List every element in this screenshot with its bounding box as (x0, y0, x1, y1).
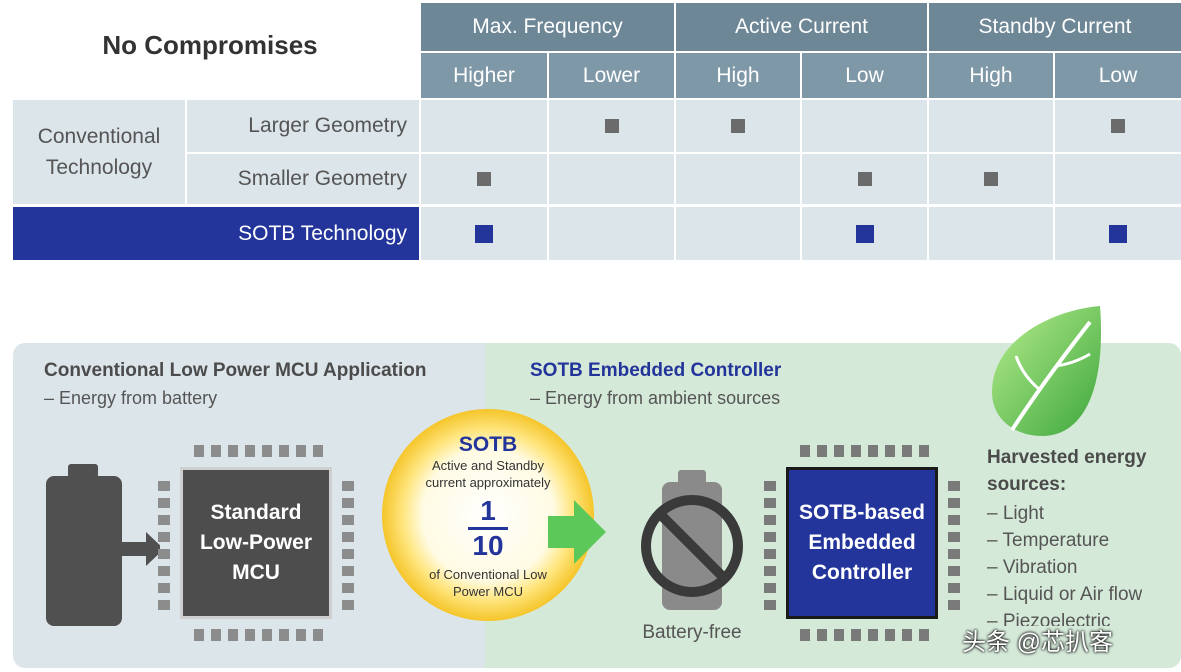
row-group-label-cell: Conventional Technology (13, 100, 185, 204)
table-cell (802, 207, 927, 260)
sources-title-line2: sources: (987, 474, 1067, 495)
sotb-chip-line2: Embedded (808, 531, 916, 554)
row-group-label: Conventional Technology (37, 125, 161, 179)
row-label-smaller-geometry: Smaller Geometry (187, 154, 419, 204)
table-cell (421, 100, 547, 152)
battery-icon (46, 464, 160, 626)
source-item: – Light (987, 503, 1045, 524)
source-item: – Piezoelectric (987, 611, 1111, 626)
subheader-standby-high: High (929, 53, 1053, 98)
mark-square (855, 224, 874, 243)
badge-numerator: 1 (480, 495, 496, 526)
mark-square (477, 172, 491, 186)
battery-free-caption: Battery-free (642, 622, 742, 643)
right-panel-title: SOTB Embedded Controller (530, 360, 782, 381)
mark-square (604, 119, 619, 133)
table-cell (1055, 100, 1181, 152)
mark-square (1109, 224, 1127, 243)
standard-mcu-chip: Standard Low-Power MCU (180, 467, 332, 619)
mark-square (984, 172, 998, 186)
sotb-chip-line3: Controller (811, 561, 913, 584)
standard-mcu-line1: Standard (210, 501, 302, 524)
mark-square (1111, 119, 1125, 133)
badge-fraction-bar (468, 527, 508, 530)
sotb-badge-circle-icon (382, 409, 594, 621)
subheader-standby-low: Low (1055, 53, 1181, 98)
standard-mcu-line2: Low-Power (199, 531, 312, 554)
right-panel-subtitle: – Energy from ambient sources (530, 388, 781, 408)
subheader-freq-lower: Lower (549, 53, 674, 98)
green-arrow-icon (548, 500, 606, 564)
sotb-chip-pins-icon (764, 445, 960, 641)
row-label-sotb-technology: SOTB Technology (13, 207, 419, 260)
mark-square (731, 119, 745, 133)
source-item: – Liquid or Air flow (987, 584, 1143, 605)
table-cell (929, 100, 1053, 152)
header-standby-current: Standby Current (929, 3, 1181, 51)
table-cell (549, 100, 674, 152)
table-title: No Compromises (102, 30, 318, 60)
subheader-active-high: High (676, 53, 800, 98)
left-panel-title: Conventional Low Power MCU Application (44, 360, 427, 381)
subheader-active-low: Low (802, 53, 927, 98)
table-cell (1055, 154, 1181, 204)
badge-line2: current approximately (425, 475, 551, 490)
sources-list: – Light – Temperature – Vibration – Liqu… (987, 500, 1142, 626)
header-max-frequency: Max. Frequency (421, 3, 674, 51)
sources-title-line1: Harvested energy (987, 447, 1147, 468)
source-item: – Vibration (987, 557, 1078, 578)
subheader-freq-higher: Higher (421, 53, 547, 98)
sotb-badge: SOTB Active and Standby current approxim… (398, 433, 578, 600)
mcu-chip-pins-icon (158, 445, 354, 641)
left-panel-subtitle: – Energy from battery (44, 388, 218, 408)
table-cell (676, 100, 800, 152)
table-cell (421, 154, 547, 204)
badge-line4: Power MCU (452, 584, 524, 599)
standard-mcu-line3: MCU (232, 561, 280, 584)
badge-denominator: 10 (472, 530, 504, 561)
source-item: – Temperature (987, 530, 1110, 551)
header-active-current: Active Current (676, 3, 927, 51)
sotb-chip-line1: SOTB-based (798, 501, 926, 524)
row-label-larger-geometry: Larger Geometry (187, 100, 419, 152)
watermark: 头条 @芯扒客 (962, 629, 1114, 656)
mark-square (475, 224, 493, 243)
table-cell (1055, 207, 1181, 260)
sotb-chip: SOTB-based Embedded Controller (786, 467, 938, 619)
badge-title: SOTB (458, 433, 518, 456)
table-cell (929, 154, 1053, 204)
table-cell (676, 154, 800, 204)
table-cell (421, 207, 547, 260)
table-cell (549, 154, 674, 204)
badge-line1: Active and Standby (431, 458, 545, 473)
badge-line3: of Conventional Low (429, 567, 547, 582)
table-cell (929, 207, 1053, 260)
table-cell (549, 207, 674, 260)
mark-square (857, 172, 872, 186)
sources-heading: Harvested energy sources: (987, 444, 1146, 498)
battery-free-icon (641, 470, 743, 610)
leaf-icon (992, 306, 1102, 436)
table-cell (802, 100, 927, 152)
table-cell (676, 207, 800, 260)
table-cell (802, 154, 927, 204)
